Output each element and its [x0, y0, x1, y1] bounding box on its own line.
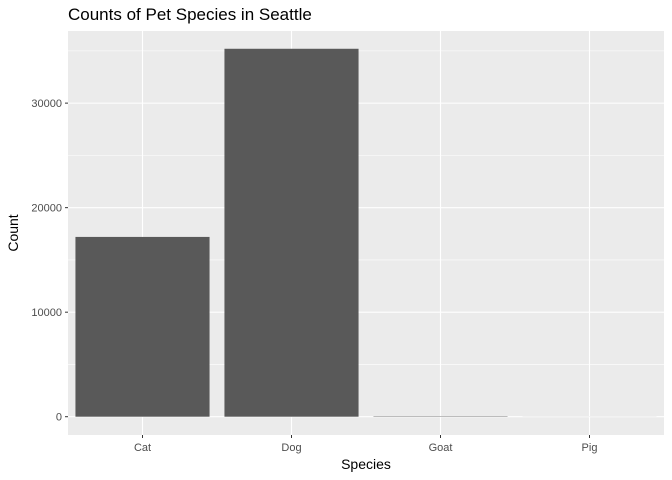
x-tick-label-dog: Dog — [281, 442, 301, 454]
x-axis-title: Species — [341, 456, 391, 472]
bars — [75, 48, 657, 417]
bar-cat — [75, 236, 210, 417]
x-tick-label-cat: Cat — [134, 442, 151, 454]
axes: 0 10000 20000 30000 Cat Dog Goat Pig — [31, 98, 597, 454]
y-tick-label: 20000 — [31, 203, 62, 215]
bar-dog — [224, 48, 359, 417]
chart-title: Counts of Pet Species in Seattle — [68, 5, 312, 24]
x-tick-label-goat: Goat — [429, 442, 453, 454]
y-tick-label: 10000 — [31, 307, 62, 319]
y-tick-label: 30000 — [31, 98, 62, 110]
y-tick-label: 0 — [56, 412, 62, 424]
y-axis-title: Count — [5, 214, 21, 251]
x-tick-label-pig: Pig — [582, 442, 598, 454]
